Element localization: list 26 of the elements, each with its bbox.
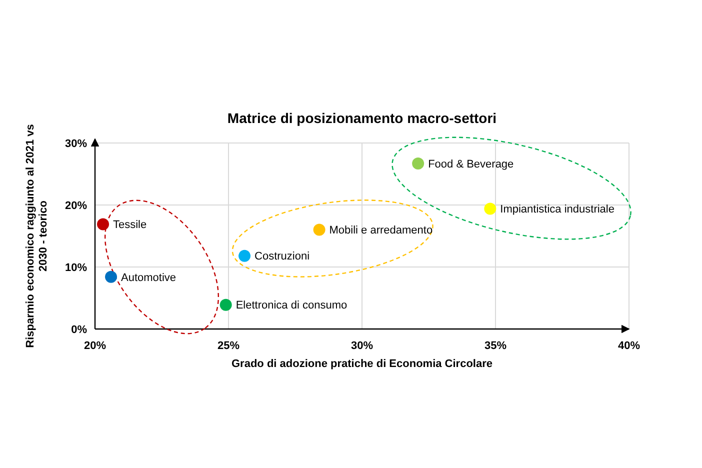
point <box>313 224 326 236</box>
chart-title: Matrice di posizionamento macro-settori <box>227 110 497 126</box>
point <box>105 270 118 283</box>
point <box>220 298 232 311</box>
x-tick-label: 30% <box>350 340 374 352</box>
y-tick-label: 0% <box>71 324 88 336</box>
x-tick-label: 20% <box>84 340 106 352</box>
series-label: Elettronica di consumo <box>236 300 348 312</box>
x-tick-label: 25% <box>217 340 240 352</box>
y-tick-label: 20% <box>64 200 88 212</box>
point <box>97 218 110 230</box>
y-axis-title: Risparmio economico raggiunto al 2021 vs 2030 - teorico <box>24 124 50 348</box>
series-label: Costruzioni <box>254 250 310 263</box>
point <box>412 157 424 170</box>
x-tick-label: 40% <box>618 340 640 352</box>
y-tick-label: 10% <box>64 262 88 274</box>
series-label: Mobili e arredamento <box>329 224 433 237</box>
series-label: Automotive <box>121 272 176 284</box>
point <box>238 250 251 262</box>
x-tick-label: 35% <box>484 340 507 352</box>
x-axis-title: Grado di adozione pratiche di Economia Circolare <box>232 358 492 370</box>
series-label: Food & Beverage <box>428 158 514 170</box>
series-label: Tessile <box>113 219 147 232</box>
series-label: Impiantistica industriale <box>500 204 615 216</box>
y-tick-label: 30% <box>64 138 88 150</box>
point <box>484 202 496 215</box>
